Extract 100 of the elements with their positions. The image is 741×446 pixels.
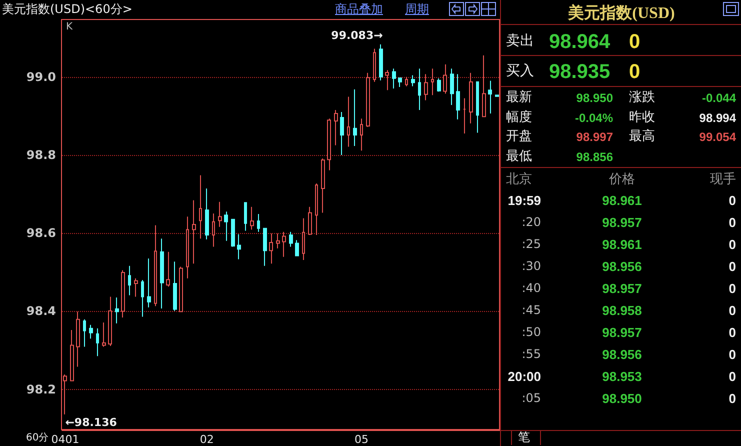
candlestick: [353, 88, 357, 146]
candlestick: [392, 68, 396, 90]
candlestick: [456, 74, 460, 120]
text: 卖出: [506, 33, 534, 49]
candlestick: [257, 213, 260, 232]
text: 周期: [405, 1, 429, 18]
candlestick: [476, 81, 479, 134]
y-tick-label: 98.2: [26, 382, 56, 396]
candlestick: [269, 232, 273, 264]
text: 美元指数(USD): [566, 3, 676, 24]
text: 最低: [506, 148, 532, 164]
text: 98.950: [576, 91, 613, 105]
annotation: 99.083→: [331, 29, 383, 42]
candlestick: [405, 76, 408, 87]
text: 0: [728, 369, 736, 384]
text: 笔: [518, 430, 530, 444]
candlestick: [244, 202, 247, 232]
candlestick: [469, 72, 473, 124]
text: 0: [728, 237, 736, 252]
candlestick: [186, 216, 189, 279]
candlestick: [199, 174, 202, 240]
candlestick: [302, 218, 305, 261]
candlestick: [96, 328, 99, 357]
text: :30: [522, 259, 541, 273]
candlestick: [263, 228, 267, 266]
text: 98.964: [549, 31, 610, 53]
x-tick-label: 05: [354, 433, 369, 446]
text: 0: [728, 215, 736, 230]
candlestick: [166, 251, 170, 288]
text: 98.994: [699, 110, 736, 124]
candlestick: [321, 158, 325, 214]
candlestick: [418, 68, 421, 111]
y-tick-label: 99.0: [26, 70, 56, 84]
candlestick: [443, 64, 447, 94]
candlestick: [160, 238, 164, 309]
y-tick-label: 98.8: [26, 148, 56, 162]
candlestick: [76, 311, 80, 368]
text: 开盘: [506, 129, 532, 144]
text: 98.953: [602, 369, 642, 384]
text: -0.04%: [574, 110, 613, 124]
text: -0.044: [702, 91, 736, 105]
candlestick: [360, 118, 363, 152]
candlestick: [212, 213, 215, 248]
candlestick: [141, 279, 144, 318]
text: 0: [728, 325, 736, 340]
candlestick: [121, 270, 125, 318]
x-tick-label: 0401: [51, 433, 80, 446]
candlestick: [83, 318, 86, 348]
candlestick: [482, 54, 486, 118]
candlestick: [340, 111, 344, 156]
text: 0: [728, 193, 736, 208]
text: 0: [629, 31, 640, 53]
candlestick: [115, 297, 119, 324]
text: 0: [728, 347, 736, 362]
text: 98.957: [602, 215, 642, 230]
candlestick: [411, 74, 415, 87]
candlestick: [373, 48, 376, 82]
text: 商品叠加: [335, 1, 383, 18]
annotation: ←98.136: [65, 416, 117, 430]
text: 幅度: [506, 110, 532, 124]
candlestick: [134, 278, 138, 298]
text: :55: [522, 347, 541, 361]
y-tick-label: 98.6: [26, 226, 56, 240]
text: :20: [522, 215, 541, 229]
candlestick: [224, 211, 228, 242]
candlestick: [289, 231, 293, 248]
text: 北京: [506, 172, 532, 187]
text: 98.961: [602, 237, 642, 252]
text: 98.956: [602, 347, 642, 362]
candlestick: [147, 258, 151, 308]
text: 0: [728, 259, 736, 274]
text: 涨跌: [629, 90, 655, 105]
candlestick: [431, 68, 434, 96]
text: 98.856: [576, 150, 613, 164]
text: 最高: [629, 129, 655, 144]
candlestick: [192, 200, 196, 264]
candlestick: [128, 265, 131, 296]
text: 98.957: [602, 281, 642, 296]
text: 99.054: [699, 130, 736, 144]
candlestick: [295, 240, 299, 256]
text: 0: [728, 281, 736, 296]
candlestick: [308, 206, 312, 236]
text: 0: [728, 391, 736, 406]
candlestick: [218, 201, 222, 228]
x-axis-title: 60分: [26, 432, 49, 444]
text: 98.956: [602, 259, 642, 274]
text: 买入: [506, 63, 534, 79]
text: 19:59: [508, 193, 541, 208]
candlestick: [231, 218, 235, 248]
candlestick: [334, 110, 338, 146]
candlestick: [379, 44, 383, 81]
candlestick: [347, 96, 350, 148]
text: :45: [522, 303, 541, 317]
text: :25: [522, 237, 541, 251]
candlestick: [276, 232, 280, 249]
candlestick: [237, 234, 241, 260]
candlestick: [327, 118, 331, 171]
candlestick: [70, 329, 74, 382]
candlestick: [250, 206, 254, 230]
candlestick: [450, 68, 454, 106]
